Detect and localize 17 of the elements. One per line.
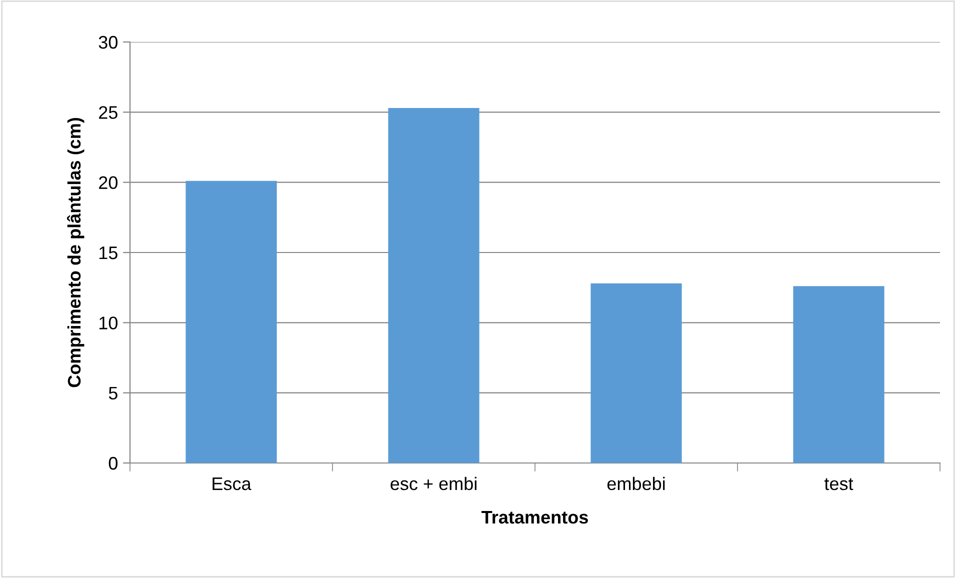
y-tick-label: 0 (108, 456, 118, 470)
y-tick-label: 25 (99, 106, 118, 119)
bar (793, 286, 884, 463)
y-tick-label: 15 (99, 246, 118, 260)
x-tick-label: embebi (607, 476, 665, 490)
y-tick-label: 10 (99, 316, 118, 330)
x-axis-title: Tratamentos (482, 511, 588, 524)
y-tick-label: 30 (98, 36, 118, 49)
bar (388, 108, 480, 463)
y-tick-label: 20 (99, 176, 118, 190)
bar (590, 283, 682, 463)
x-tick-label: test (824, 478, 854, 490)
x-tick-label: Esca (212, 478, 252, 490)
x-tick-label: esc + embi (390, 476, 476, 490)
bar (186, 180, 277, 463)
y-axis-title: Comprimento de plântulas (cm) (67, 118, 84, 388)
y-tick-label: 5 (108, 386, 118, 400)
